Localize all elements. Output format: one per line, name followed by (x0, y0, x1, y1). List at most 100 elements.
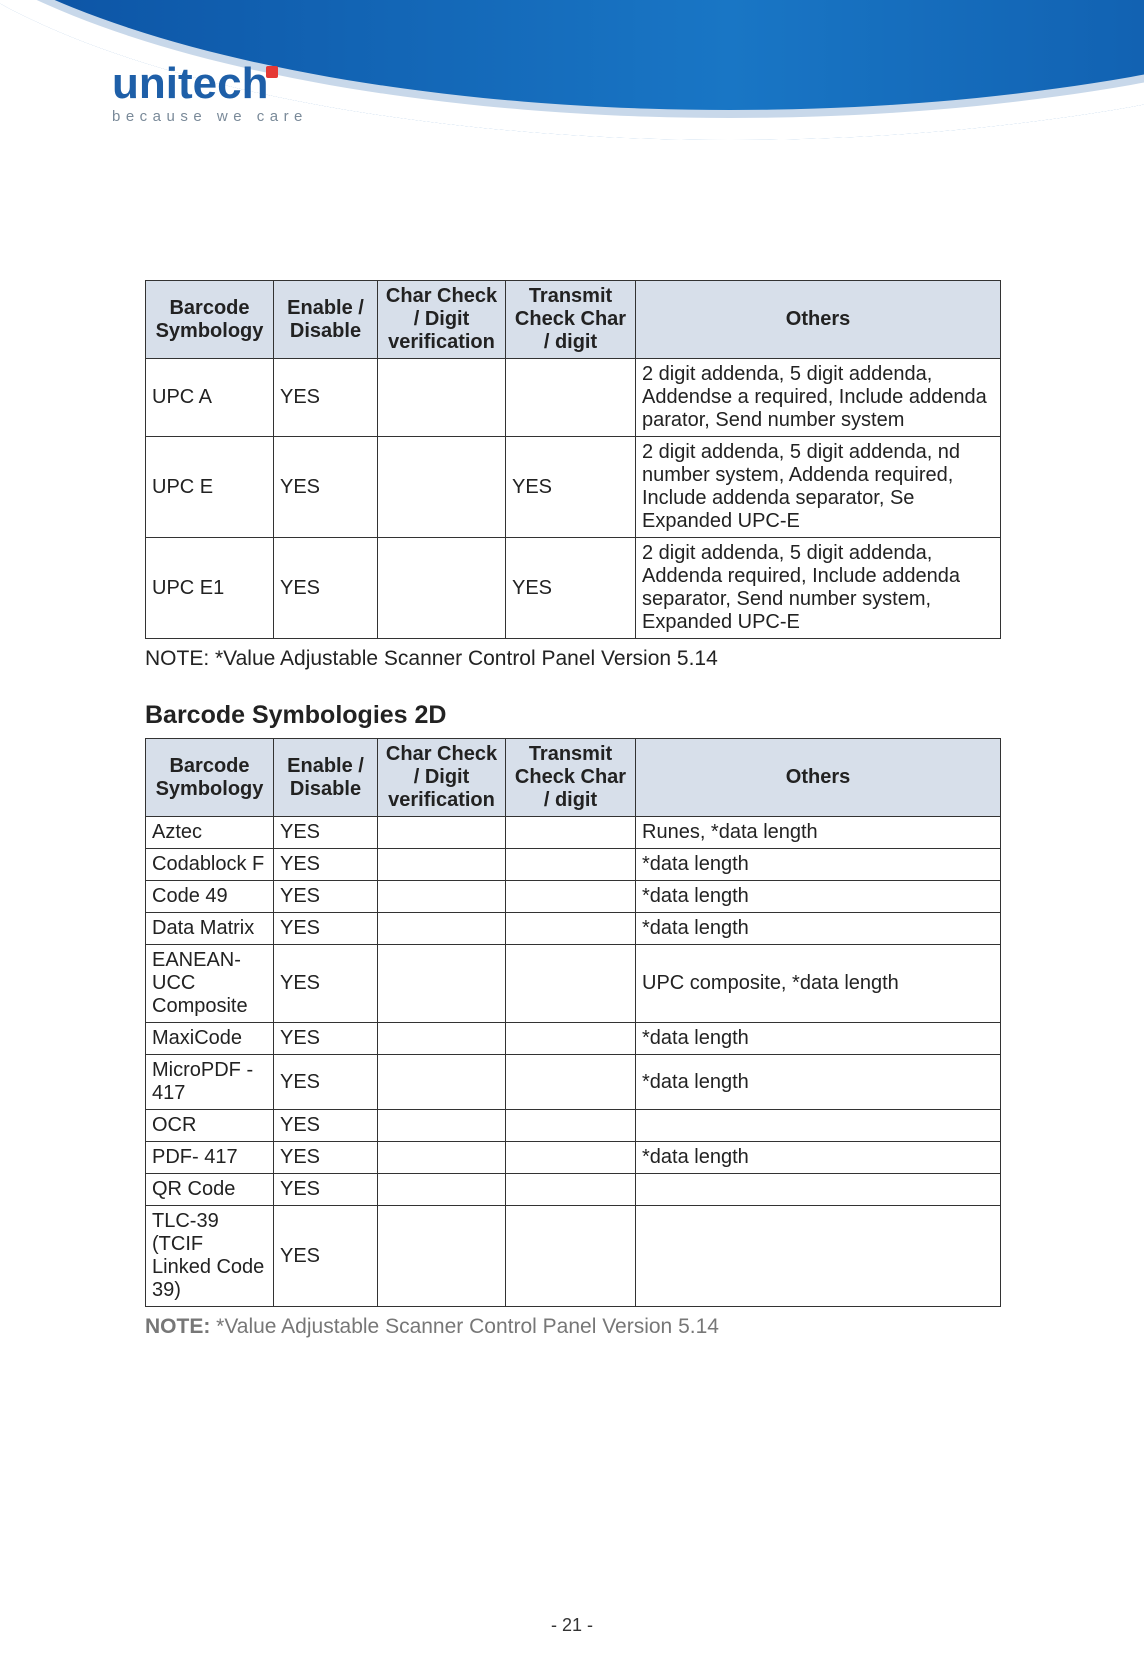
cell-sym: MicroPDF - 417 (146, 1055, 274, 1110)
cell-en: YES (274, 945, 378, 1023)
cell-tx (506, 1055, 636, 1110)
brand-tagline: because we care (112, 108, 308, 125)
table-header-row: Barcode Symbology Enable / Disable Char … (146, 281, 1001, 359)
cell-en: YES (274, 1055, 378, 1110)
th-charcheck: Char Check / Digit verification (378, 739, 506, 817)
cell-oth (636, 1174, 1001, 1206)
cell-oth (636, 1110, 1001, 1142)
cell-sym: EANEAN-UCC Composite (146, 945, 274, 1023)
cell-en: YES (274, 1110, 378, 1142)
cell-oth (636, 1206, 1001, 1307)
cell-oth: *data length (636, 913, 1001, 945)
note-2-text: *Value Adjustable Scanner Control Panel … (210, 1315, 719, 1338)
cell-sym: UPC E (146, 437, 274, 538)
cell-en: YES (274, 881, 378, 913)
cell-chk (378, 1142, 506, 1174)
cell-sym: Data Matrix (146, 913, 274, 945)
cell-chk (378, 849, 506, 881)
cell-en: YES (274, 1174, 378, 1206)
th-others: Others (636, 739, 1001, 817)
cell-tx (506, 1142, 636, 1174)
th-symbology: Barcode Symbology (146, 739, 274, 817)
table-row: UPC AYES 2 digit addenda, 5 digit addenda… (146, 359, 1001, 437)
cell-sym: PDF- 417 (146, 1142, 274, 1174)
cell-oth: *data length (636, 1055, 1001, 1110)
th-enable: Enable / Disable (274, 281, 378, 359)
brand-logo: unitech because we care (112, 62, 308, 125)
table-row: EANEAN-UCC CompositeYES UPC composite, *d… (146, 945, 1001, 1023)
cell-chk (378, 913, 506, 945)
table-row: Code 49YES *data length (146, 881, 1001, 913)
cell-en: YES (274, 1023, 378, 1055)
cell-oth: 2 digit addenda, 5 digit addenda, Addend… (636, 538, 1001, 639)
table-2d: Barcode Symbology Enable / Disable Char … (145, 738, 1001, 1307)
cell-oth: *data length (636, 881, 1001, 913)
table-row: Data MatrixYES *data length (146, 913, 1001, 945)
cell-en: YES (274, 849, 378, 881)
cell-tx: YES (506, 538, 636, 639)
th-symbology: Barcode Symbology (146, 281, 274, 359)
cell-tx (506, 1110, 636, 1142)
cell-chk (378, 1023, 506, 1055)
cell-chk (378, 817, 506, 849)
cell-tx (506, 945, 636, 1023)
cell-chk (378, 1110, 506, 1142)
brand-dot-icon (266, 66, 278, 78)
cell-sym: OCR (146, 1110, 274, 1142)
cell-chk (378, 945, 506, 1023)
cell-sym: UPC E1 (146, 538, 274, 639)
cell-sym: TLC-39 (TCIF Linked Code 39) (146, 1206, 274, 1307)
cell-en: YES (274, 359, 378, 437)
page-content: Barcode Symbology Enable / Disable Char … (145, 280, 1001, 1339)
note-2: NOTE: *Value Adjustable Scanner Control … (145, 1315, 1001, 1339)
table-row: MaxiCodeYES *data length (146, 1023, 1001, 1055)
cell-sym: Codablock F (146, 849, 274, 881)
table-1d: Barcode Symbology Enable / Disable Char … (145, 280, 1001, 639)
cell-tx (506, 359, 636, 437)
cell-oth: *data length (636, 1142, 1001, 1174)
cell-en: YES (274, 1142, 378, 1174)
cell-tx (506, 1206, 636, 1307)
cell-chk (378, 881, 506, 913)
cell-en: YES (274, 437, 378, 538)
cell-sym: MaxiCode (146, 1023, 274, 1055)
table-row: QR CodeYES (146, 1174, 1001, 1206)
cell-tx (506, 1174, 636, 1206)
cell-chk (378, 538, 506, 639)
table-row: UPC EYESYES2 digit addenda, 5 digit adde… (146, 437, 1001, 538)
cell-tx (506, 817, 636, 849)
section-2-title: Barcode Symbologies 2D (145, 701, 1001, 730)
table-row: MicroPDF - 417YES *data length (146, 1055, 1001, 1110)
th-charcheck: Char Check / Digit verification (378, 281, 506, 359)
note-1-text: *Value Adjustable Scanner Control Panel … (209, 647, 718, 670)
cell-tx (506, 881, 636, 913)
table-header-row: Barcode Symbology Enable / Disable Char … (146, 739, 1001, 817)
th-enable: Enable / Disable (274, 739, 378, 817)
table-row: Codablock FYES *data length (146, 849, 1001, 881)
cell-chk (378, 1174, 506, 1206)
cell-tx (506, 913, 636, 945)
th-transmit: Transmit Check Char / digit (506, 281, 636, 359)
cell-en: YES (274, 538, 378, 639)
note-1-label: NOTE: (145, 647, 209, 670)
cell-oth: 2 digit addenda, 5 digit addenda, nd num… (636, 437, 1001, 538)
cell-sym: Aztec (146, 817, 274, 849)
cell-oth: Runes, *data length (636, 817, 1001, 849)
cell-oth: UPC composite, *data length (636, 945, 1001, 1023)
cell-sym: UPC A (146, 359, 274, 437)
cell-chk (378, 1055, 506, 1110)
cell-sym: Code 49 (146, 881, 274, 913)
table-row: UPC E1YESYES2 digit addenda, 5 digit add… (146, 538, 1001, 639)
table-row: PDF- 417YES *data length (146, 1142, 1001, 1174)
cell-chk (378, 437, 506, 538)
cell-oth: 2 digit addenda, 5 digit addenda, Addend… (636, 359, 1001, 437)
cell-en: YES (274, 913, 378, 945)
table-row: OCRYES (146, 1110, 1001, 1142)
cell-oth: *data length (636, 849, 1001, 881)
cell-tx: YES (506, 437, 636, 538)
cell-tx (506, 1023, 636, 1055)
cell-en: YES (274, 1206, 378, 1307)
brand-name-text: unitech (112, 59, 268, 108)
cell-chk (378, 359, 506, 437)
cell-oth: *data length (636, 1023, 1001, 1055)
